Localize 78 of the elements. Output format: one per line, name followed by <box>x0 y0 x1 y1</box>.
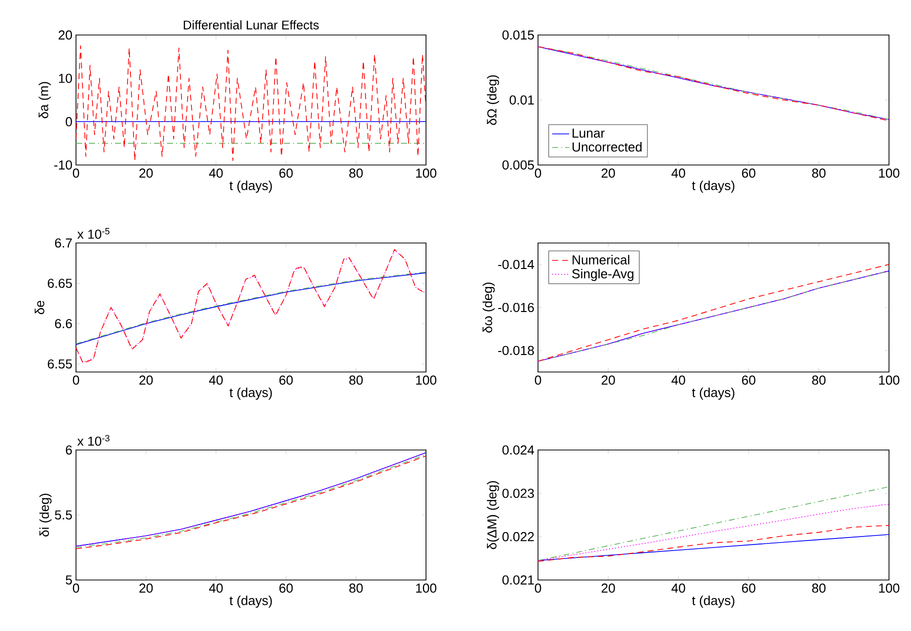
x-tick-label: 60 <box>279 168 293 178</box>
x-axis-title: t (days) <box>230 180 272 193</box>
x-tick-label: 100 <box>416 584 436 593</box>
line-series <box>538 524 889 562</box>
y-tick-label: 0.021 <box>502 575 534 585</box>
x-tick-label: 20 <box>602 168 615 178</box>
y-tick-label: 0 <box>66 117 72 126</box>
legend-label: Lunar <box>572 128 605 138</box>
x-tick-label: 40 <box>671 584 686 593</box>
chart-title: Differential Lunar Effects <box>184 20 319 30</box>
y-tick-label: -10 <box>54 160 72 170</box>
x-tick-label: 0 <box>72 584 80 593</box>
x-tick-label: 100 <box>879 376 900 385</box>
x-tick-label: 100 <box>879 168 900 178</box>
x-tick-label: 20 <box>139 376 153 385</box>
y-axis-title: δa (m) <box>38 82 51 118</box>
x-tick-label: 40 <box>209 168 223 178</box>
x-tick-label: 100 <box>879 584 900 593</box>
y-axis-title: δi (deg) <box>39 494 52 536</box>
x-tick-label: 20 <box>602 584 615 593</box>
x-tick-label: 0 <box>534 584 542 593</box>
x-tick-label: 60 <box>279 376 293 385</box>
line-series <box>76 45 426 162</box>
y-tick-label: -0.016 <box>498 302 534 312</box>
x-tick-label: 20 <box>139 584 153 593</box>
y-tick-label: 5.5 <box>54 510 72 520</box>
x-axis-title: t (days) <box>692 180 734 193</box>
y-tick-label: 6.55 <box>48 359 72 369</box>
x-tick-label: 40 <box>209 376 223 385</box>
x-tick-label: 100 <box>416 376 436 385</box>
x-tick-label: 100 <box>416 168 436 178</box>
x-tick-label: 0 <box>72 168 80 178</box>
y-tick-label: 5 <box>66 575 72 585</box>
x-tick-label: 0 <box>72 376 80 385</box>
y-tick-label: 20 <box>58 30 72 40</box>
y-tick-label: -0.014 <box>498 260 534 270</box>
text: x 10$^{-5}$ <box>77 228 110 239</box>
x-tick-label: 80 <box>349 376 363 385</box>
x-tick-label: 40 <box>671 376 686 385</box>
y-tick-label: -0.018 <box>498 346 534 356</box>
x-tick-label: 80 <box>812 376 826 385</box>
y-tick-label: 6.65 <box>48 278 72 288</box>
x-axis-title: t (days) <box>230 596 272 608</box>
text: x 10$^{-3}$ <box>77 434 110 446</box>
y-tick-label: 0.023 <box>502 488 534 498</box>
y-tick-label: 6.7 <box>55 238 72 248</box>
legend-label: Uncorrected <box>572 142 642 152</box>
x-axis-title: t (days) <box>230 388 272 400</box>
x-tick-label: 60 <box>742 376 756 385</box>
x-tick-label: 60 <box>742 584 756 593</box>
x-axis-title: t (days) <box>692 388 734 400</box>
x-tick-label: 60 <box>742 168 756 178</box>
x-tick-label: 0 <box>534 376 542 385</box>
y-tick-label: 0.024 <box>502 445 534 455</box>
x-tick-label: 80 <box>812 168 826 178</box>
y-axis-title: δω (deg) <box>482 282 495 333</box>
x-tick-label: 0 <box>534 168 542 178</box>
legend-label: Numerical <box>572 254 630 264</box>
x-tick-label: 80 <box>349 584 363 593</box>
y-axis-title: δ(ΔM) (deg) <box>486 481 500 550</box>
y-tick-label: 6 <box>66 445 72 455</box>
y-tick-label: 10 <box>59 74 72 83</box>
x-tick-label: 20 <box>139 168 153 178</box>
y-tick-label: 6.6 <box>55 319 72 328</box>
y-tick-label: 0.01 <box>510 95 534 105</box>
x-tick-label: 40 <box>209 584 223 593</box>
x-tick-label: 20 <box>602 376 615 385</box>
x-tick-label: 80 <box>349 168 363 178</box>
legend-label: Single-Avg <box>572 268 634 281</box>
y-tick-label: 0.022 <box>502 532 534 542</box>
x-tick-label: 60 <box>279 584 293 593</box>
x-tick-label: 80 <box>812 584 826 593</box>
y-axis-title: δe <box>34 300 44 314</box>
y-axis-title: δΩ (deg) <box>486 75 500 125</box>
y-tick-label: 0.005 <box>502 160 534 170</box>
y-tick-label: 0.015 <box>502 30 534 40</box>
x-axis-title: t (days) <box>692 596 734 608</box>
x-tick-label: 40 <box>671 168 686 178</box>
